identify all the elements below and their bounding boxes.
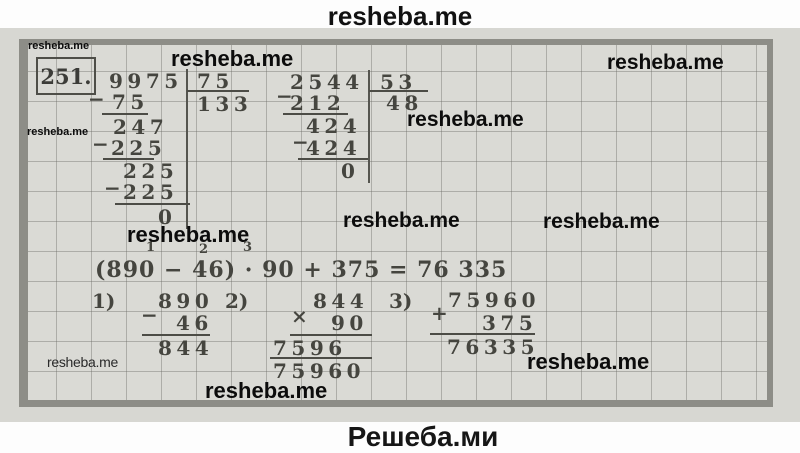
step3-rule [430,333,535,335]
watermark: resheba.me [407,108,524,131]
step2-multiplicand: 844 [313,289,369,313]
order-mark-1: 1 [146,240,156,255]
division2-minus-2: − [292,130,309,154]
step2-result: 75960 [273,359,366,383]
watermark: resheba.me [27,126,89,138]
step2-times: × [291,304,308,328]
watermark: resheba.me [47,354,118,370]
division2-rule-2 [298,158,368,160]
division1-quotient: 133 [197,92,253,116]
division2-divisor: 53 [380,70,417,94]
watermark: resheba.me [343,209,460,232]
step3-label: 3) [389,289,413,313]
division1-dividend: 9975 [109,69,183,93]
division2-divisor-line [369,90,428,92]
division1-row-subtrahend: 225 [123,180,179,204]
step3-plus: + [431,301,448,325]
division1-rule-3 [115,203,190,205]
division1-minus-2: − [92,132,109,156]
site-title-bottom: Решеба.ми [347,421,499,452]
step2-multiplier: 90 [331,311,368,335]
step2-rule-1 [290,334,372,336]
step1-minus: − [141,303,158,327]
division1-minus-1: − [88,87,105,111]
division1-rule-2 [103,158,154,160]
division1-minus-3: − [104,176,121,200]
division1-row-subtrahend: 75 [112,90,149,114]
division1-divisor: 75 [197,69,234,93]
division2-quotient: 48 [386,91,423,115]
division1-divisor-line [187,90,249,92]
step2-partial-product: 7596 [273,336,347,360]
division1-remainder-zero: 0 [158,205,177,229]
division1-rule-1 [102,113,148,115]
division2-minus-1: − [276,84,293,108]
division2-row-subtrahend: 424 [306,136,362,160]
watermark: resheba.me [527,349,650,374]
division2-remainder-zero: 0 [341,159,360,183]
watermark: resheba.me [607,51,724,74]
step1-result: 844 [158,336,214,360]
notebook-grid-frame [19,39,773,407]
step2-label: 2) [225,289,249,313]
step1-label: 1) [92,289,116,313]
step1-rule [142,334,210,336]
step1-minuend: 890 [158,289,214,313]
order-mark-3: 3 [243,240,253,255]
division1-row-subtrahend: 225 [111,136,167,160]
step2-rule-2 [270,357,372,359]
step3-addend-1: 75960 [448,288,541,312]
division2-dividend: 2544 [290,70,364,94]
problem-number-box: 251. [36,57,96,95]
division2-vertical-line [368,70,370,183]
order-mark-2: 2 [199,242,209,257]
watermark: resheba.me [127,222,250,247]
expression-line: (890 − 46) · 90 + 375 = 76 335 [95,257,508,283]
step3-result: 76335 [447,335,540,359]
division1-row-remainder: 247 [113,115,169,139]
watermark: resheba.me [205,378,328,403]
division1-vertical-line [186,69,188,229]
division2-rule-1 [283,113,348,115]
division2-row-remainder: 424 [306,114,362,138]
watermark: resheba.me [28,40,90,52]
watermark: resheba.me [171,46,294,71]
division2-row-subtrahend: 212 [290,91,346,115]
watermark: resheba.me [543,210,660,233]
problem-number: 251. [40,63,92,89]
step1-subtrahend: 46 [176,311,213,335]
step3-addend-2: 375 [482,311,538,335]
site-title-top: resheba.me [327,1,473,31]
division1-row-remainder: 225 [123,159,179,183]
